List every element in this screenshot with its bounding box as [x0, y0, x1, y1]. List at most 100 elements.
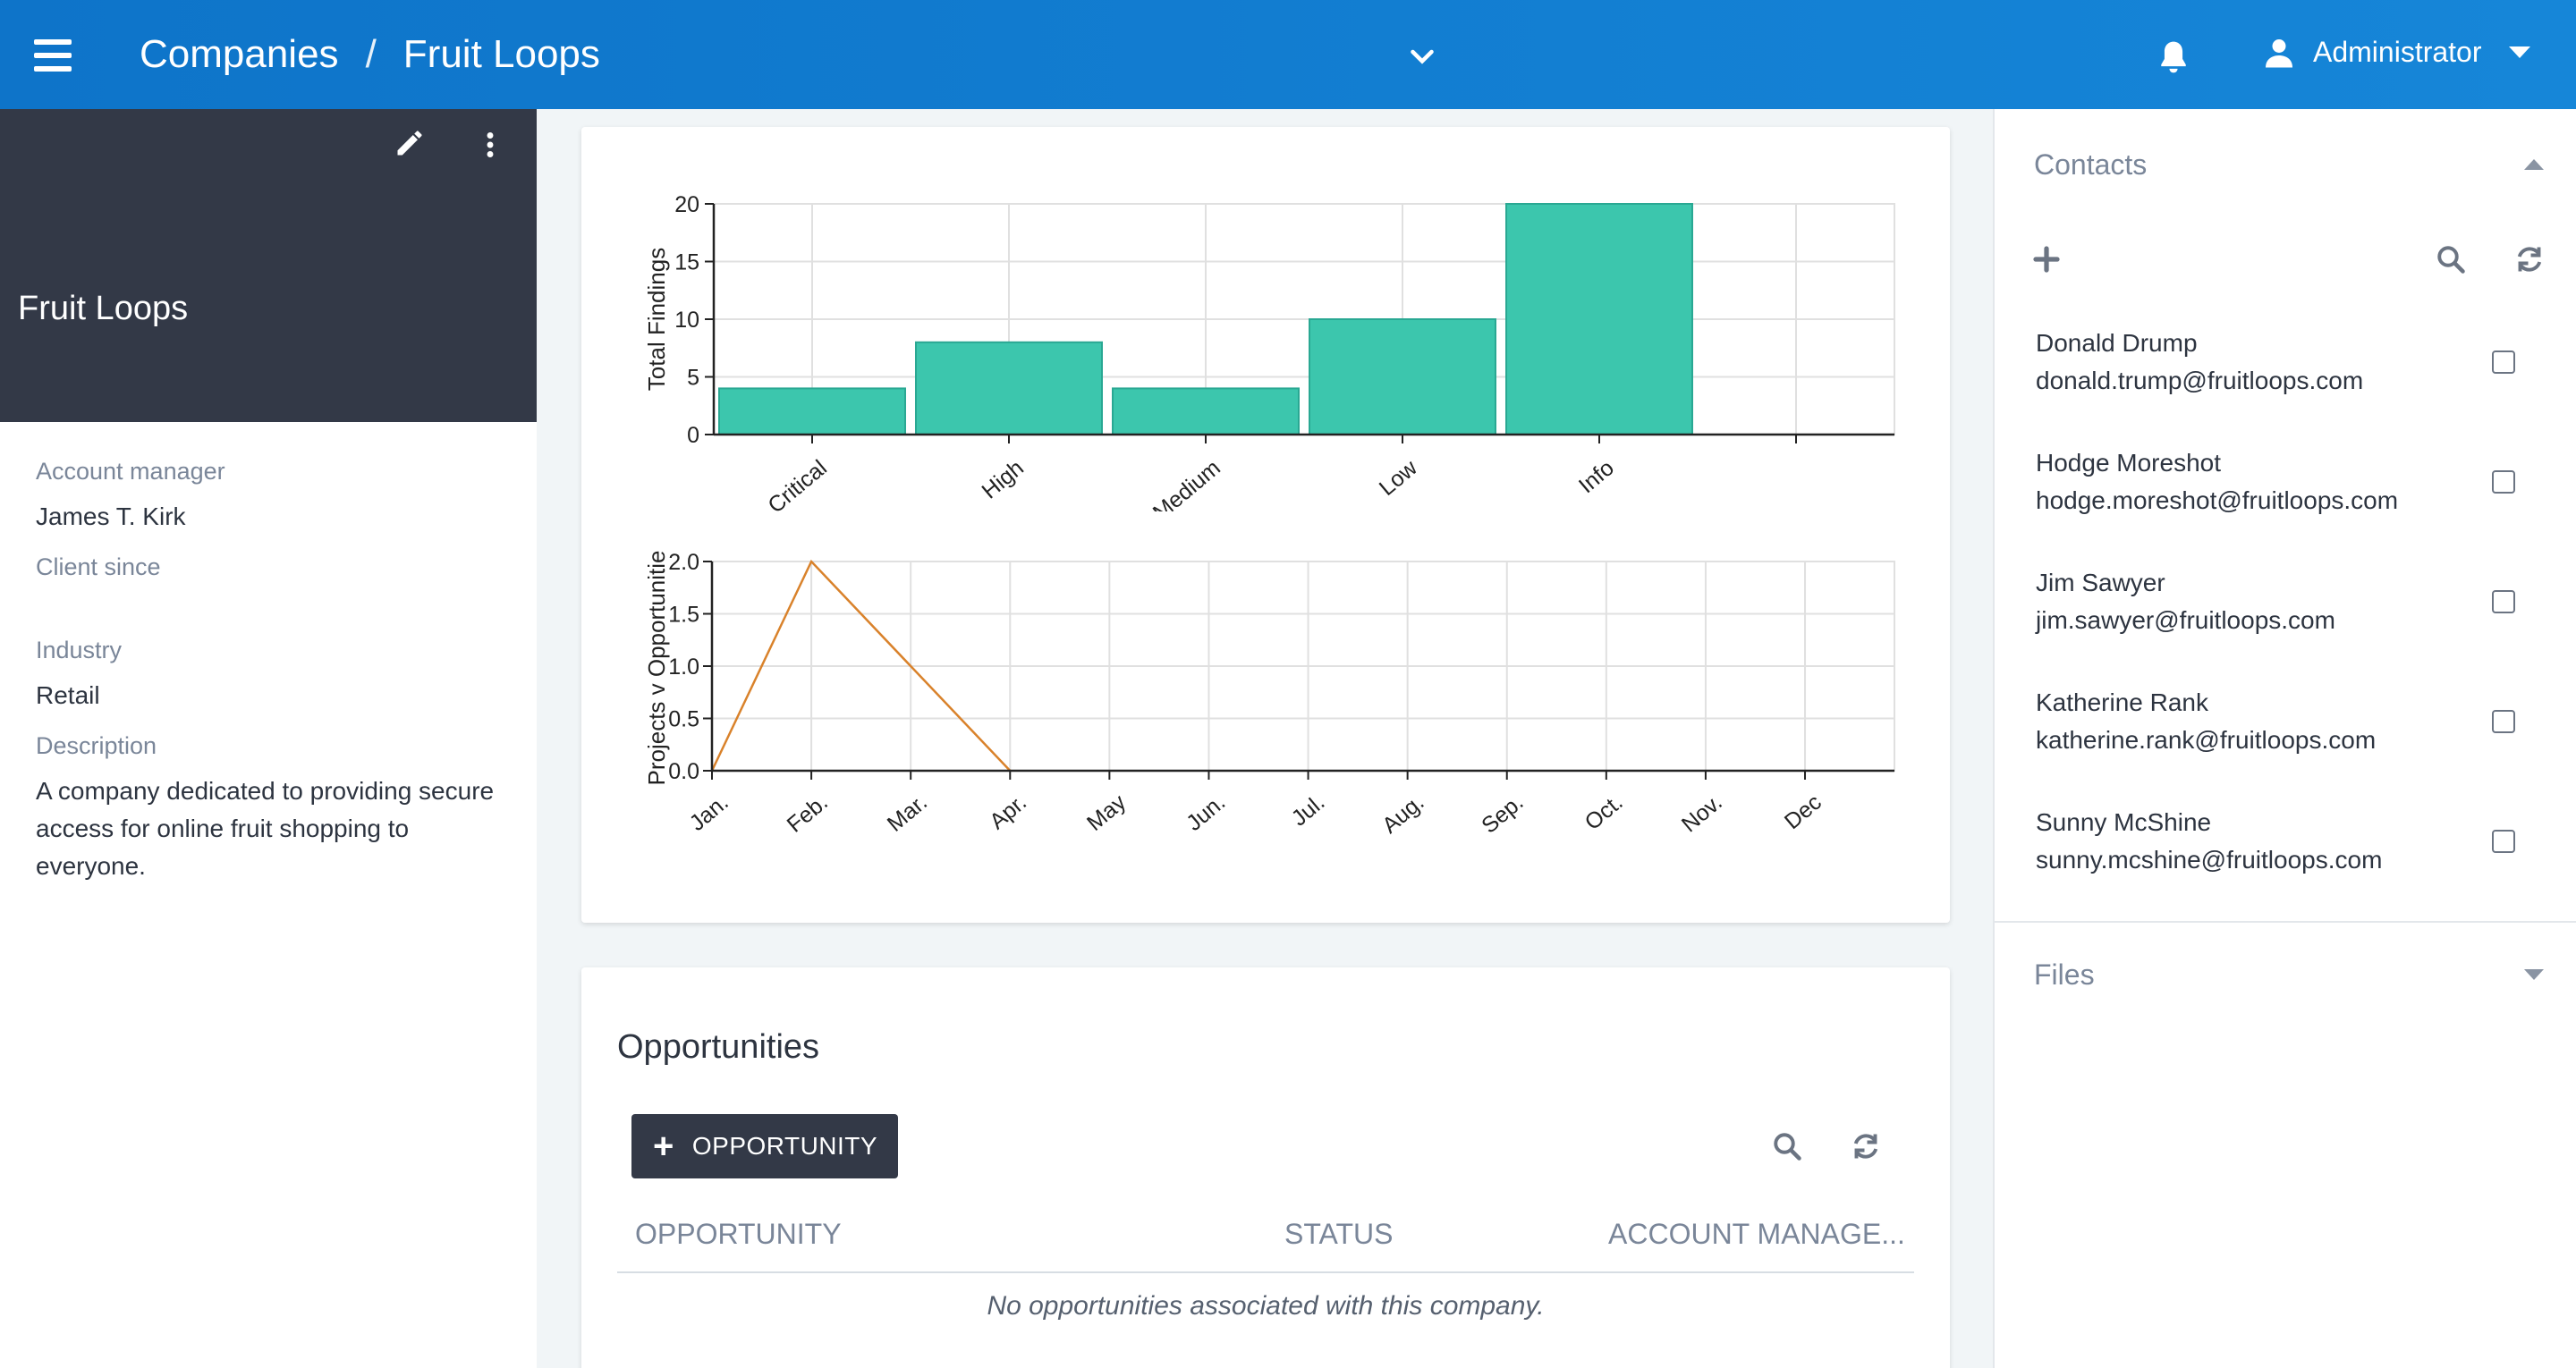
contact-checkbox[interactable]: [2492, 470, 2515, 494]
x-tick-label: Jun.: [1182, 790, 1230, 836]
y-tick-label: 15: [674, 250, 699, 275]
contact-checkbox[interactable]: [2492, 590, 2515, 613]
contact-name: Hodge Moreshot: [2036, 449, 2222, 477]
findings-bar-chart: 0 5 10 15 20 Critical High Medium Low Info Total …: [643, 192, 1895, 511]
y-tick-label: 2.0: [668, 550, 699, 575]
y-tick-label: 0.0: [668, 759, 699, 784]
files-title[interactable]: Files: [2034, 958, 2095, 991]
x-tick-label: Medium: [1148, 455, 1225, 511]
contacts-title[interactable]: Contacts: [2034, 148, 2148, 181]
company-name: Fruit Loops: [18, 290, 189, 327]
search-icon[interactable]: [2435, 243, 2467, 275]
contact-checkbox[interactable]: [2492, 350, 2515, 374]
x-tick-label: Oct.: [1580, 790, 1628, 835]
contact-item[interactable]: Donald Drump donald.trump@fruitloops.com: [2036, 329, 2537, 427]
user-menu[interactable]: Administrator: [2263, 36, 2530, 69]
charts-card: 0 5 10 15 20 Critical High Medium Low Info Total …: [581, 127, 1950, 923]
caret-down-icon: [2508, 46, 2530, 58]
refresh-icon[interactable]: [2513, 243, 2546, 275]
contact-checkbox[interactable]: [2492, 830, 2515, 853]
top-app-bar: Companies / Fruit Loops Administrator: [0, 0, 2576, 109]
contact-email: hodge.moreshot@fruitloops.com: [2036, 486, 2399, 514]
y-tick-label: 0.5: [668, 707, 699, 732]
bar-chart-y-axis-label: Total Findings: [643, 248, 670, 391]
plus-icon: +: [653, 1127, 674, 1166]
series-line: [710, 559, 1012, 772]
contact-email: sunny.mcshine@fruitloops.com: [2036, 846, 2383, 874]
company-fields: Account manager James T. Kirk Client sin…: [0, 422, 537, 885]
contact-name: Jim Sawyer: [2036, 569, 2165, 596]
pencil-icon[interactable]: [394, 127, 426, 159]
x-tick-label: Jul.: [1287, 790, 1330, 831]
x-tick-label: May: [1082, 790, 1131, 836]
contact-checkbox[interactable]: [2492, 710, 2515, 733]
field-value-industry: Retail: [36, 681, 100, 709]
column-header-opportunity[interactable]: OPPORTUNITY: [635, 1218, 842, 1250]
y-tick-label: 5: [687, 366, 699, 391]
collapse-contacts-icon[interactable]: [2524, 159, 2544, 170]
opportunities-card: Opportunities + OPPORTUNITY OPPORTUNITY …: [581, 967, 1950, 1368]
plus-icon[interactable]: [2030, 243, 2063, 275]
refresh-icon[interactable]: [1850, 1130, 1882, 1162]
x-tick-label: Mar.: [883, 790, 932, 837]
x-tick-label: Dec: [1780, 790, 1826, 834]
bar: [1505, 203, 1693, 435]
field-label-account-manager: Account manager: [36, 458, 225, 485]
x-tick-label: High: [977, 455, 1028, 504]
empty-state-message: No opportunities associated with this co…: [987, 1291, 1545, 1321]
chevron-down-icon[interactable]: [1406, 41, 1438, 73]
expand-files-icon[interactable]: [2524, 969, 2544, 980]
column-header-status[interactable]: STATUS: [1284, 1218, 1394, 1250]
x-tick-label: Aug.: [1377, 790, 1428, 839]
add-opportunity-button[interactable]: + OPPORTUNITY: [631, 1114, 898, 1178]
x-tick-label: Sep.: [1477, 790, 1528, 839]
bar: [718, 387, 906, 435]
contact-item[interactable]: Sunny McShine sunny.mcshine@fruitloops.c…: [2036, 808, 2537, 907]
contact-email: jim.sawyer@fruitloops.com: [2036, 606, 2335, 634]
field-label-industry: Industry: [36, 637, 123, 663]
company-profile-panel: Fruit Loops Account manager James T. Kir…: [0, 109, 537, 1368]
right-panel: Contacts Donald Drump donald.trump@fruit…: [1993, 109, 2576, 1368]
field-value-description: A company dedicated to providing secure …: [36, 777, 495, 880]
hamburger-icon[interactable]: [34, 39, 72, 72]
panel-divider: [1995, 921, 2576, 923]
profile-header: Fruit Loops: [0, 109, 537, 422]
contact-email: donald.trump@fruitloops.com: [2036, 367, 2364, 394]
field-label-client-since: Client since: [36, 553, 161, 580]
bar: [1112, 387, 1300, 435]
opportunities-table-header: OPPORTUNITY STATUS ACCOUNT MANAGE...: [617, 1207, 1914, 1273]
add-opportunity-label: OPPORTUNITY: [691, 1132, 878, 1160]
breadcrumb: Companies / Fruit Loops: [140, 32, 600, 77]
contact-item[interactable]: Hodge Moreshot hodge.moreshot@fruitloops…: [2036, 449, 2537, 547]
y-tick-label: 1.5: [668, 603, 699, 628]
breadcrumb-separator: /: [365, 32, 377, 76]
y-tick-label: 10: [674, 308, 699, 333]
contact-item[interactable]: Katherine Rank katherine.rank@fruitloops…: [2036, 688, 2537, 787]
x-tick-label: Info: [1574, 455, 1619, 498]
user-name: Administrator: [2313, 36, 2482, 68]
kebab-icon[interactable]: [474, 129, 506, 161]
bar: [1309, 318, 1496, 435]
search-icon[interactable]: [1771, 1130, 1803, 1162]
x-tick-label: Critical: [763, 455, 832, 511]
breadcrumb-current: Fruit Loops: [402, 32, 600, 76]
contact-name: Donald Drump: [2036, 329, 2198, 357]
bell-icon[interactable]: [2154, 38, 2193, 77]
contact-email: katherine.rank@fruitloops.com: [2036, 726, 2377, 754]
field-label-description: Description: [36, 732, 157, 759]
x-tick-label: Feb.: [783, 790, 833, 838]
x-tick-label: Apr.: [985, 790, 1031, 834]
x-tick-label: Nov.: [1677, 790, 1727, 837]
contact-item[interactable]: Jim Sawyer jim.sawyer@fruitloops.com: [2036, 569, 2537, 667]
bar: [915, 341, 1103, 435]
x-tick-label: Low: [1375, 455, 1423, 502]
breadcrumb-companies[interactable]: Companies: [140, 32, 339, 76]
projects-line-chart: 0.0 0.5 1.0 1.5 2.0 Jan. Feb. Mar. Apr. May Jun. Ju…: [643, 550, 1895, 839]
opportunities-title: Opportunities: [617, 1028, 820, 1066]
y-tick-label: 20: [674, 192, 699, 217]
field-value-account-manager: James T. Kirk: [36, 502, 186, 530]
y-tick-label: 0: [687, 423, 699, 448]
column-header-account-manager[interactable]: ACCOUNT MANAGE...: [1608, 1218, 1905, 1250]
contact-name: Sunny McShine: [2036, 808, 2212, 836]
contact-name: Katherine Rank: [2036, 688, 2209, 716]
